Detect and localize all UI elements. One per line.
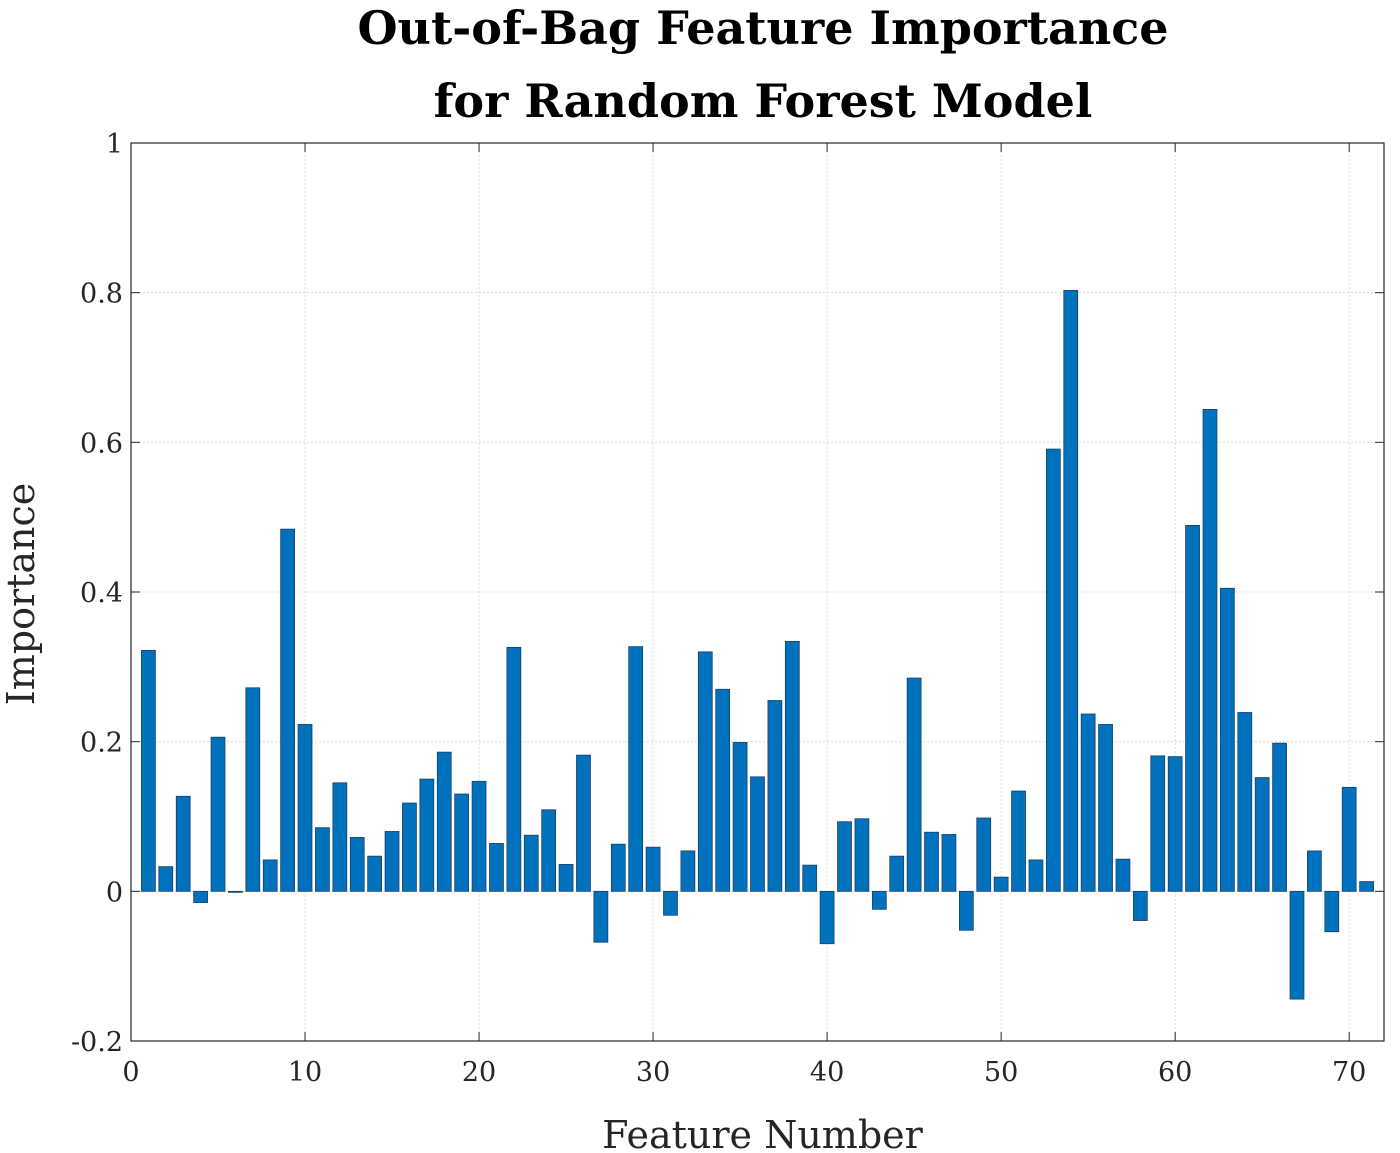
bar-feature-55 bbox=[1080, 713, 1096, 892]
bar-feature-54 bbox=[1063, 290, 1079, 892]
bar-feature-39 bbox=[802, 864, 818, 892]
bar-series bbox=[141, 290, 1374, 1000]
bar-feature-49 bbox=[976, 817, 992, 892]
bar-feature-65 bbox=[1254, 777, 1270, 892]
bar-feature-29 bbox=[628, 646, 644, 892]
bar-feature-9 bbox=[280, 528, 295, 892]
bar-feature-10 bbox=[297, 724, 313, 892]
x-tick-label: 50 bbox=[984, 1057, 1018, 1088]
bar-feature-34 bbox=[715, 688, 731, 892]
bar-feature-11 bbox=[315, 827, 330, 892]
chart-title-line-2: for Random Forest Model bbox=[434, 74, 1093, 128]
bar-feature-56 bbox=[1098, 724, 1113, 892]
bar-feature-13 bbox=[349, 837, 365, 892]
bar-feature-28 bbox=[610, 843, 626, 892]
bar-feature-4 bbox=[193, 890, 208, 903]
bar-feature-44 bbox=[889, 855, 905, 892]
bar-feature-52 bbox=[1028, 859, 1044, 892]
bar-feature-19 bbox=[454, 793, 470, 892]
bar-feature-21 bbox=[489, 843, 504, 892]
bar-feature-30 bbox=[645, 846, 661, 892]
x-tick-label: 30 bbox=[636, 1057, 670, 1088]
bar-feature-16 bbox=[402, 802, 417, 892]
bar-feature-20 bbox=[471, 780, 487, 892]
y-tick-label: 0 bbox=[106, 877, 123, 908]
y-tick-label: 0.8 bbox=[80, 279, 123, 310]
bar-feature-35 bbox=[732, 742, 748, 892]
bar-feature-63 bbox=[1220, 587, 1235, 892]
bar-feature-50 bbox=[993, 876, 1009, 892]
bar-feature-5 bbox=[210, 736, 226, 892]
bar-feature-15 bbox=[384, 831, 400, 892]
bar-feature-51 bbox=[1011, 790, 1026, 892]
bar-feature-31 bbox=[663, 890, 678, 916]
bar-feature-17 bbox=[419, 778, 435, 892]
bar-feature-3 bbox=[175, 795, 191, 892]
x-axis-label: Feature Number bbox=[602, 1113, 923, 1153]
y-tick-label: 0.2 bbox=[80, 728, 123, 759]
bar-feature-42 bbox=[854, 818, 870, 892]
x-tick-label: 20 bbox=[462, 1057, 496, 1088]
bar-feature-22 bbox=[506, 646, 522, 892]
bar-feature-27 bbox=[593, 890, 609, 943]
bar-feature-40 bbox=[819, 890, 835, 945]
x-tick-label: 60 bbox=[1158, 1057, 1192, 1088]
bar-feature-41 bbox=[837, 821, 852, 892]
bar-feature-6 bbox=[228, 890, 243, 893]
chart-title: Out-of-Bag Feature Importance for Random … bbox=[357, 1, 1168, 128]
y-axis-ticks: -0.2 0 0.2 0.4 0.6 0.8 1 bbox=[71, 129, 1384, 1058]
y-tick-label: 0.4 bbox=[80, 578, 123, 609]
bar-feature-37 bbox=[767, 700, 783, 892]
bar-feature-62 bbox=[1202, 409, 1218, 892]
chart-title-line-1: Out-of-Bag Feature Importance bbox=[357, 1, 1168, 55]
bar-feature-64 bbox=[1237, 712, 1253, 892]
bar-feature-8 bbox=[262, 859, 278, 892]
x-tick-label: 70 bbox=[1332, 1057, 1366, 1088]
x-tick-label: 10 bbox=[288, 1057, 322, 1088]
bar-feature-53 bbox=[1045, 448, 1061, 892]
bar-feature-57 bbox=[1115, 858, 1131, 892]
bar-feature-43 bbox=[871, 890, 887, 910]
bar-feature-71 bbox=[1359, 881, 1374, 892]
bar-feature-32 bbox=[680, 850, 696, 892]
bar-feature-12 bbox=[332, 782, 348, 892]
bar-feature-67 bbox=[1289, 890, 1305, 1000]
y-tick-label: 1 bbox=[106, 129, 123, 160]
y-tick-label: -0.2 bbox=[71, 1027, 123, 1058]
bar-feature-47 bbox=[941, 834, 957, 892]
bar-feature-14 bbox=[367, 855, 382, 892]
x-tick-label: 0 bbox=[122, 1057, 139, 1088]
bar-feature-60 bbox=[1167, 756, 1183, 892]
bar-feature-36 bbox=[750, 776, 765, 892]
bar-feature-26 bbox=[576, 754, 591, 892]
x-axis-ticks: 0 10 20 30 40 50 60 70 bbox=[122, 143, 1366, 1088]
bar-feature-45 bbox=[906, 677, 922, 892]
y-axis-label: Importance bbox=[0, 483, 43, 706]
bar-feature-18 bbox=[436, 751, 452, 892]
grid-lines bbox=[131, 143, 1384, 1041]
bar-feature-58 bbox=[1133, 890, 1148, 921]
bar-feature-70 bbox=[1341, 786, 1357, 892]
bar-feature-23 bbox=[523, 834, 539, 892]
bar-feature-25 bbox=[558, 863, 574, 892]
bar-feature-33 bbox=[697, 651, 713, 892]
bar-feature-61 bbox=[1185, 524, 1200, 892]
y-tick-label: 0.6 bbox=[80, 428, 123, 459]
bar-feature-69 bbox=[1324, 890, 1340, 933]
bar-feature-66 bbox=[1272, 742, 1287, 892]
bar-feature-48 bbox=[958, 890, 974, 931]
bar-feature-1 bbox=[141, 649, 156, 892]
x-tick-label: 40 bbox=[810, 1057, 844, 1088]
bar-feature-7 bbox=[245, 687, 261, 892]
bar-feature-46 bbox=[924, 831, 939, 892]
bar-feature-59 bbox=[1150, 755, 1166, 892]
bar-feature-24 bbox=[541, 809, 557, 892]
bar-feature-38 bbox=[784, 640, 800, 892]
bar-feature-2 bbox=[158, 866, 174, 892]
bar-feature-68 bbox=[1307, 850, 1322, 892]
